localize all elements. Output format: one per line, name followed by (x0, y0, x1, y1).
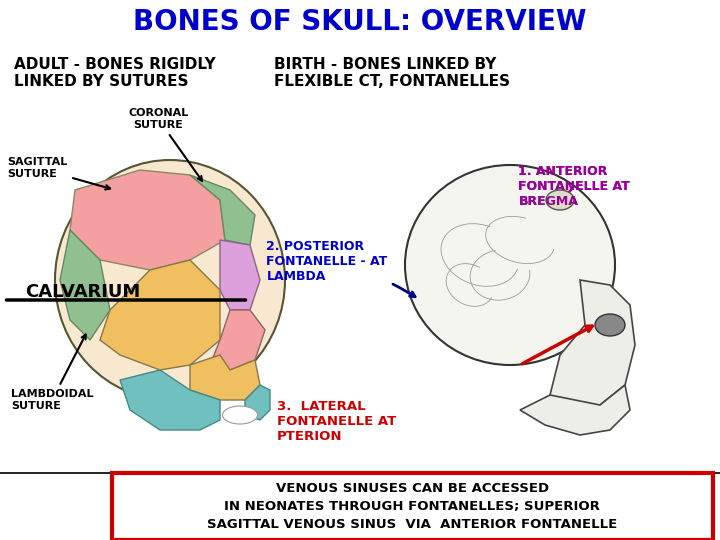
Text: VENOUS SINUSES CAN BE ACCESSED
IN NEONATES THROUGH FONTANELLES; SUPERIOR
SAGITTA: VENOUS SINUSES CAN BE ACCESSED IN NEONAT… (207, 482, 617, 531)
Text: CALVARIUM: CALVARIUM (25, 283, 140, 301)
Text: 3.  LATERAL
FONTANELLE AT
PTERION: 3. LATERAL FONTANELLE AT PTERION (277, 400, 397, 443)
Ellipse shape (546, 190, 574, 210)
FancyBboxPatch shape (112, 472, 713, 540)
Polygon shape (210, 310, 265, 370)
Text: SAGITTAL
SUTURE: SAGITTAL SUTURE (7, 157, 110, 190)
Polygon shape (120, 370, 220, 430)
Text: ADULT - BONES RIGIDLY
LINKED BY SUTURES: ADULT - BONES RIGIDLY LINKED BY SUTURES (14, 57, 216, 89)
Text: BONES OF SKULL: OVERVIEW: BONES OF SKULL: OVERVIEW (133, 8, 587, 36)
Text: 1. ANTERIOR
FONTANELLE AT
BREGMA: 1. ANTERIOR FONTANELLE AT BREGMA (518, 165, 630, 208)
Polygon shape (100, 260, 220, 370)
Polygon shape (190, 355, 260, 400)
Ellipse shape (595, 314, 625, 336)
Text: BIRTH - BONES LINKED BY
FLEXIBLE CT, FONTANELLES: BIRTH - BONES LINKED BY FLEXIBLE CT, FON… (274, 57, 510, 89)
Polygon shape (220, 240, 260, 310)
Text: 2. POSTERIOR
FONTANELLE - AT
LAMBDA: 2. POSTERIOR FONTANELLE - AT LAMBDA (266, 240, 415, 297)
Text: LAMBDOIDAL
SUTURE: LAMBDOIDAL SUTURE (11, 335, 94, 411)
Polygon shape (60, 230, 110, 340)
Ellipse shape (405, 165, 615, 365)
Polygon shape (70, 170, 225, 270)
Polygon shape (245, 385, 270, 420)
Text: CORONAL
SUTURE: CORONAL SUTURE (128, 109, 202, 181)
Ellipse shape (55, 160, 285, 400)
Polygon shape (520, 385, 630, 435)
Polygon shape (550, 280, 635, 410)
Text: 1. ANTERIOR
FONTANELLE AT
BREGMA: 1. ANTERIOR FONTANELLE AT BREGMA (518, 165, 630, 208)
Polygon shape (190, 175, 255, 245)
Ellipse shape (222, 406, 258, 424)
